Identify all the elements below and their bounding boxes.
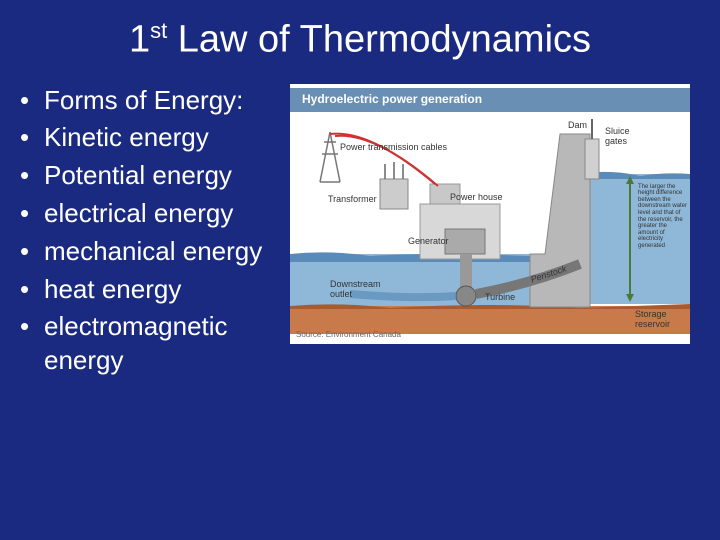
title-prefix: 1 [129,19,150,61]
slide-title: 1st Law of Thermodynamics [0,0,720,72]
diagram-title: Hydroelectric power generation [302,92,482,106]
list-item: mechanical energy [20,235,290,269]
hydro-diagram: Hydroelectric power generation Power tra… [290,84,690,344]
list-item: electromagnetic energy [20,310,290,378]
content-row: Forms of Energy: Kinetic energy Potentia… [0,72,720,382]
title-rest: Law of Thermodynamics [167,19,591,61]
label-headnote: The larger the height difference between… [638,184,688,250]
label-outlet: Downstream outlet [330,279,400,299]
diagram-svg [290,84,690,344]
label-turbine: Turbine [485,292,515,302]
list-item: Potential energy [20,159,290,193]
list-item: Kinetic energy [20,121,290,155]
label-generator: Generator [408,236,449,246]
list-item: heat energy [20,273,290,307]
diagram-source: Source: Environment Canada [296,330,401,339]
label-sluice: Sluice gates [605,126,645,146]
bullet-list: Forms of Energy: Kinetic energy Potentia… [20,84,290,382]
title-super: st [150,18,167,43]
label-reservoir: Storage reservoir [635,309,685,329]
label-dam: Dam [568,120,587,130]
list-item: Forms of Energy: [20,84,290,118]
label-powerhouse: Power house [450,192,503,202]
label-transformer: Transformer [328,194,377,204]
list-item: electrical energy [20,197,290,231]
label-transmission: Power transmission cables [340,142,447,152]
